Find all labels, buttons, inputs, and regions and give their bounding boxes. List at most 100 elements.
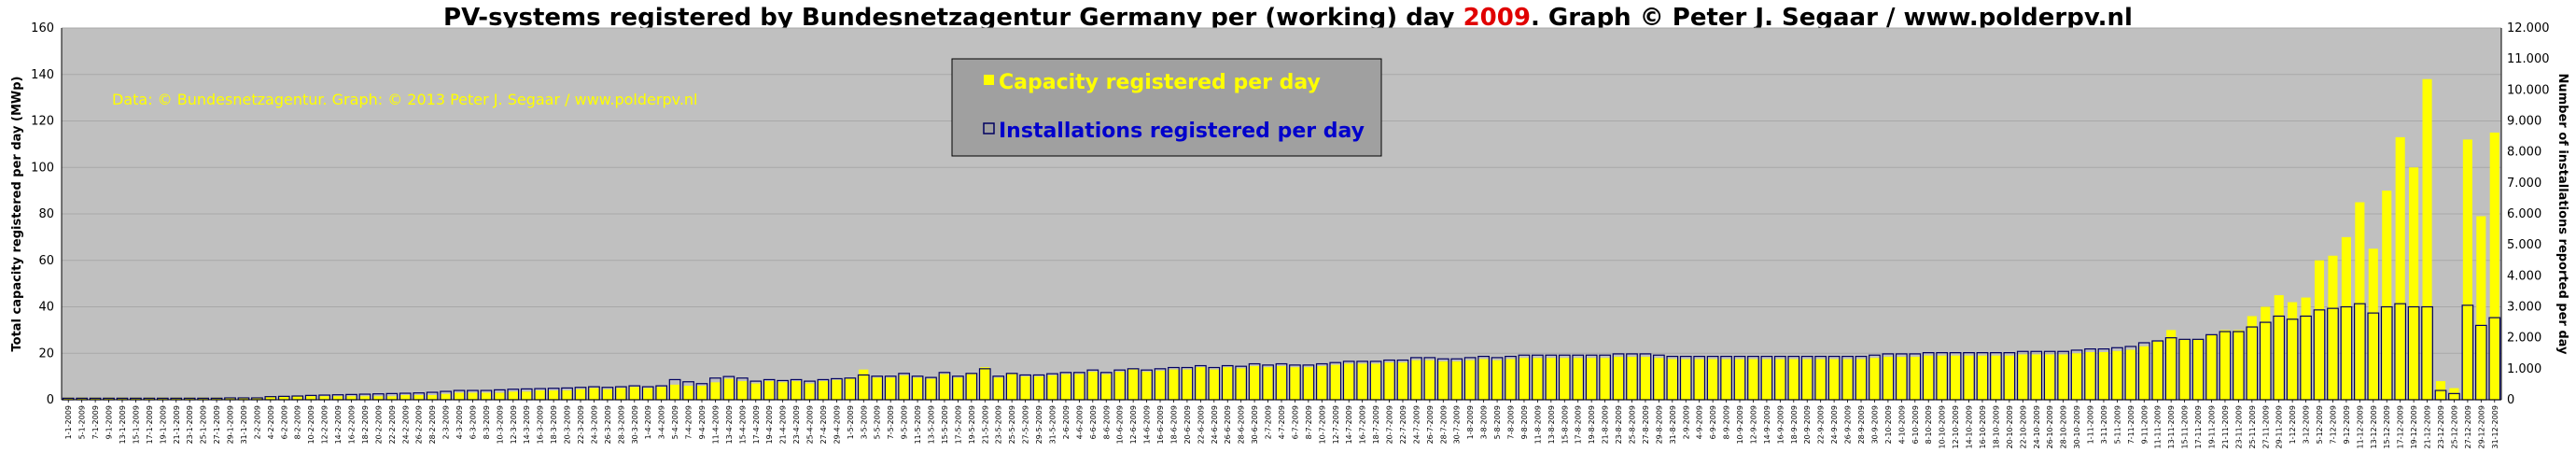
capacity-bar <box>2409 167 2419 400</box>
x-tick-label: 27-4-2009 <box>819 405 828 444</box>
capacity-bar <box>427 395 438 400</box>
capacity-bar <box>386 396 397 400</box>
x-tick-label: 7-8-2009 <box>1507 405 1516 439</box>
x-tick-label: 17-5-2009 <box>954 405 962 444</box>
x-tick-label: 7-1-2009 <box>91 405 100 439</box>
x-tick-label: 11-12-2009 <box>2356 405 2364 449</box>
capacity-bar <box>508 391 518 400</box>
x-tick-label: 29-12-2009 <box>2477 405 2485 449</box>
capacity-bar <box>2462 139 2472 400</box>
x-tick-label: 21-12-2009 <box>2424 405 2432 449</box>
capacity-bar <box>2395 136 2405 400</box>
x-tick-label: 18-6-2009 <box>1169 405 1178 444</box>
x-tick-label: 27-12-2009 <box>2464 405 2472 449</box>
x-tick-label: 9-11-2009 <box>2140 405 2149 444</box>
x-tick-label: 30-9-2009 <box>1870 405 1879 444</box>
x-tick-label: 6-3-2009 <box>469 405 477 439</box>
x-tick-label: 5-4-2009 <box>671 405 679 439</box>
x-tick-label: 20-9-2009 <box>1803 405 1812 444</box>
capacity-bar <box>1492 360 1503 400</box>
x-tick-label: 31-5-2009 <box>1048 405 1057 444</box>
x-tick-label: 8-7-2009 <box>1305 405 1313 439</box>
capacity-bar <box>1357 363 1367 400</box>
capacity-bar <box>1748 359 1758 400</box>
capacity-bar <box>1802 359 1813 400</box>
capacity-bar <box>926 378 936 400</box>
legend-swatch-capacity <box>984 75 994 85</box>
x-tick-label: 25-8-2009 <box>1628 405 1636 444</box>
x-tick-label: 25-1-2009 <box>200 405 208 444</box>
x-tick-label: 28-2-2009 <box>428 405 437 444</box>
capacity-bar <box>1451 361 1462 400</box>
x-tick-label: 23-8-2009 <box>1615 405 1623 444</box>
x-tick-label: 7-5-2009 <box>887 405 895 439</box>
x-tick-label: 31-8-2009 <box>1669 405 1677 444</box>
capacity-bar <box>2206 334 2217 400</box>
x-tick-label: 1-1-2009 <box>64 405 73 439</box>
capacity-bar <box>1438 361 1449 400</box>
x-tick-label: 24-6-2009 <box>1211 405 1219 444</box>
x-tick-label: 11-11-2009 <box>2154 405 2163 449</box>
capacity-bar <box>1788 359 1799 400</box>
capacity-bar <box>2193 339 2204 400</box>
x-tick-label: 20-2-2009 <box>374 405 383 444</box>
x-tick-label: 3-4-2009 <box>658 405 666 439</box>
x-tick-label: 19-5-2009 <box>968 405 976 444</box>
capacity-bar <box>737 381 748 400</box>
capacity-bar <box>899 375 909 400</box>
x-tick-label: 14-3-2009 <box>523 405 531 444</box>
x-tick-label: 25-5-2009 <box>1008 405 1016 444</box>
capacity-bar <box>1020 376 1030 400</box>
x-tick-label: 18-2-2009 <box>361 405 370 444</box>
capacity-bar <box>2489 132 2499 400</box>
x-tick-label: 11-5-2009 <box>914 405 922 444</box>
capacity-bar <box>1223 367 1233 400</box>
x-tick-label: 2-10-2009 <box>1884 405 1893 444</box>
capacity-bar <box>2422 78 2432 400</box>
capacity-bar <box>602 389 612 400</box>
x-tick-label: 5-12-2009 <box>2316 405 2324 444</box>
x-tick-label: 20-6-2009 <box>1183 405 1192 444</box>
x-tick-label: 27-1-2009 <box>213 405 221 444</box>
x-tick-label: 18-9-2009 <box>1790 405 1799 444</box>
x-tick-label: 8-2-2009 <box>294 405 302 439</box>
capacity-bar <box>764 381 775 400</box>
x-tick-label: 22-7-2009 <box>1399 405 1407 444</box>
capacity-bar <box>2219 330 2230 400</box>
y-tick-label: 20 <box>38 347 54 361</box>
capacity-bar <box>1654 358 1664 400</box>
capacity-bar <box>2179 339 2190 400</box>
x-tick-label: 17-12-2009 <box>2397 405 2405 449</box>
capacity-bar <box>1694 359 1704 400</box>
chart-title-prefix: PV-systems registered by Bundesnetzagent… <box>443 4 1463 32</box>
capacity-bar <box>805 383 815 400</box>
x-tick-label: 10-7-2009 <box>1318 405 1326 444</box>
chart-title-suffix: . Graph © Peter J. Segaar / www.polderpv… <box>1531 4 2133 32</box>
legend-label-installations: Installations registered per day <box>999 120 1365 143</box>
x-tick-label: 24-7-2009 <box>1412 405 1421 444</box>
x-tick-label: 14-9-2009 <box>1763 405 1771 444</box>
capacity-bar <box>1829 359 1840 400</box>
capacity-bar <box>265 396 275 400</box>
x-tick-label: 3-8-2009 <box>1480 405 1489 439</box>
x-tick-label: 15-8-2009 <box>1561 405 1569 444</box>
capacity-bar <box>2382 191 2392 400</box>
x-tick-label: 3-5-2009 <box>860 405 868 439</box>
y-axis-label: Total capacity registered per day (MWp) <box>10 77 24 352</box>
capacity-bar <box>1303 367 1313 400</box>
capacity-bar <box>1263 367 1273 400</box>
y2-tick-label: 3.000 <box>2507 301 2541 315</box>
x-tick-label: 4-7-2009 <box>1278 405 1286 439</box>
x-tick-label: 8-9-2009 <box>1723 405 1731 439</box>
capacity-bar <box>535 390 545 400</box>
x-tick-label: 4-9-2009 <box>1696 405 1704 439</box>
capacity-bar <box>1519 358 1530 400</box>
capacity-bar <box>2288 302 2298 400</box>
x-tick-label: 13-8-2009 <box>1547 405 1556 444</box>
x-tick-label: 23-4-2009 <box>792 405 801 444</box>
x-tick-label: 20-7-2009 <box>1386 405 1394 444</box>
capacity-bar <box>1627 356 1637 400</box>
x-tick-label: 5-5-2009 <box>874 405 882 439</box>
x-tick-label: 3-11-2009 <box>2100 405 2108 444</box>
x-tick-label: 26-6-2009 <box>1224 405 1232 444</box>
